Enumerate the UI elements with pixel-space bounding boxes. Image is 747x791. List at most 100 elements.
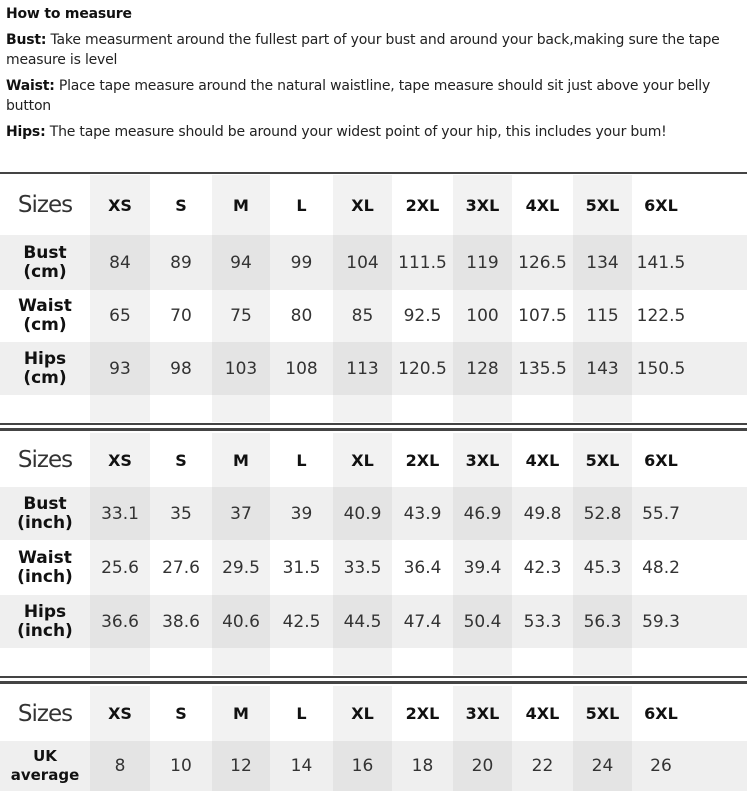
size-header: 4XL [525, 195, 560, 215]
sizes-label: Sizes [17, 700, 73, 727]
empty-cell [632, 648, 690, 675]
size-header: S [175, 450, 187, 470]
size-header: L [296, 450, 307, 470]
size-value: 115 [573, 290, 632, 342]
size-table-inch: Sizes XS S M L XL 2XL 3XL 4XL 5XL 6XL Bust (inch) 33.… [0, 433, 747, 675]
empty-cell [512, 395, 573, 422]
empty-cell [0, 395, 90, 422]
size-value: 39 [270, 487, 333, 540]
size-header: XS [90, 686, 150, 741]
empty-cell [392, 648, 453, 675]
size-value: 85 [333, 290, 392, 342]
divider [0, 676, 747, 678]
size-value: 37 [212, 487, 270, 540]
table-row: UK average 8 10 12 14 16 18 20 22 24 26 [0, 741, 747, 791]
empty-cell [690, 540, 747, 595]
measure-name: Bust [23, 493, 67, 514]
size-value: 14 [270, 741, 333, 791]
size-value: 52.8 [573, 487, 632, 540]
empty-cell [690, 686, 747, 741]
empty-cell [573, 395, 632, 422]
size-value: 104 [333, 235, 392, 290]
size-value: 50.4 [453, 595, 512, 648]
size-value: 16 [333, 741, 392, 791]
empty-cell [453, 395, 512, 422]
size-header: XS [90, 433, 150, 487]
size-header: 6XL [644, 704, 678, 723]
size-header: M [212, 686, 270, 741]
empty-cell [212, 395, 270, 422]
hips-instruction: Hips: The tape measure should be around … [6, 124, 667, 140]
size-value: 119 [453, 235, 512, 290]
table-row: Hips (inch) 36.6 38.6 40.6 42.5 44.5 47.4 50.4 53… [0, 595, 747, 648]
size-header: 5XL [573, 175, 632, 235]
empty-cell [90, 395, 150, 422]
empty-cell [0, 648, 90, 675]
size-value: 20 [453, 741, 512, 791]
size-value: 40.9 [333, 487, 392, 540]
sizes-label: Sizes [17, 447, 73, 473]
size-header: 2XL [405, 450, 440, 470]
size-value: 8 [90, 741, 150, 791]
measure-unit: (cm) [23, 367, 67, 388]
measure-name: Waist [18, 296, 72, 316]
divider [0, 423, 747, 425]
table-row: Waist (inch) 25.6 27.6 29.5 31.5 33.5 36.4 39.4 4… [0, 540, 747, 595]
measure-unit: (inch) [17, 512, 73, 533]
size-value: 89 [150, 235, 212, 290]
size-value: 46.9 [453, 487, 512, 540]
size-header: 2XL [405, 195, 440, 215]
size-value: 22 [512, 741, 573, 791]
measure-unit: (inch) [17, 620, 73, 641]
size-value: 35 [150, 487, 212, 540]
measure-name: UK [33, 747, 57, 765]
size-value: 10 [150, 741, 212, 791]
measure-unit: average [10, 766, 80, 784]
spacer-row [0, 395, 747, 422]
size-value: 53.3 [512, 595, 573, 648]
empty-cell [632, 395, 690, 422]
size-value: 39.4 [453, 540, 512, 595]
size-value: 93 [90, 342, 150, 395]
table-row: Bust (inch) 33.1 35 37 39 40.9 43.9 46.9 49.8 52.8… [0, 487, 747, 540]
size-value: 103 [212, 342, 270, 395]
size-value: 33.5 [333, 540, 392, 595]
empty-cell [150, 648, 212, 675]
size-value: 12 [212, 741, 270, 791]
measure-name: Bust [23, 242, 67, 263]
size-value: 38.6 [150, 595, 212, 648]
size-header: 3XL [453, 433, 512, 487]
table-row: Bust (cm) 84 89 94 99 104 111.5 119 126.5 134 141.5 [0, 235, 747, 290]
size-value: 107.5 [518, 306, 567, 326]
size-value: 36.6 [90, 595, 150, 648]
empty-cell [212, 648, 270, 675]
size-header: L [296, 195, 307, 215]
size-value: 108 [270, 342, 333, 395]
size-value: 29.5 [212, 540, 270, 595]
row-label: UK average [0, 741, 90, 791]
size-value: 70 [170, 306, 192, 326]
empty-cell [270, 648, 333, 675]
spacer-row [0, 648, 747, 675]
empty-cell [333, 648, 392, 675]
empty-cell [150, 395, 212, 422]
empty-cell [512, 648, 573, 675]
how-to-measure: How to measure Bust: Take measurment aro… [6, 4, 747, 148]
size-value: 31.5 [282, 557, 321, 578]
divider [0, 172, 747, 174]
empty-cell [573, 648, 632, 675]
size-value: 135.5 [512, 342, 573, 395]
size-header-row: Sizes XS S M L XL 2XL 3XL 4XL 5XL 6XL [0, 175, 747, 235]
row-label: Waist (cm) [0, 290, 90, 342]
size-value: 150.5 [632, 342, 690, 395]
table-row: Hips (cm) 93 98 103 108 113 120.5 128 135.5 143 150… [0, 342, 747, 395]
size-table-cm: Sizes XS S M L XL 2XL 3XL 4XL 5XL 6XL Bust (cm) 84 89 9… [0, 175, 747, 422]
size-header-row: Sizes XS S M L XL 2XL 3XL 4XL 5XL 6XL [0, 686, 747, 741]
size-value: 111.5 [392, 235, 453, 290]
size-value: 47.4 [392, 595, 453, 648]
size-value: 65 [90, 290, 150, 342]
size-header: 3XL [453, 175, 512, 235]
empty-cell [333, 395, 392, 422]
empty-cell [690, 595, 747, 648]
size-header: XL [333, 175, 392, 235]
